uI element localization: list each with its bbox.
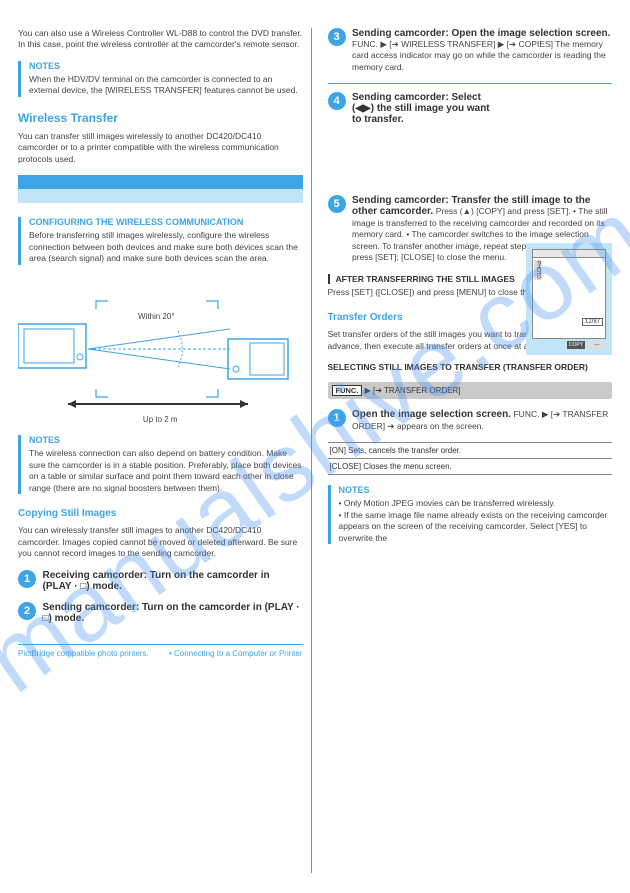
lcd-btn-close: — [588,341,606,349]
left-column: You can also use a Wireless Controller W… [18,28,311,873]
step-1r-circle: 1 [328,409,346,427]
note-1: NOTES When the HDV/DV terminal on the ca… [18,61,303,97]
step-3-title: Sending camcorder: Open the image select… [352,28,610,39]
func-text: ▶ [➔ TRANSFER ORDER] [365,386,461,395]
note-2-text: The wireless connection can also depend … [29,448,303,494]
config-block: CONFIGURING THE WIRELESS COMMUNICATION B… [18,217,303,264]
footer-left-a: PictBridge compatible photo printers. [18,649,149,658]
note-3: NOTES • Only Motion JPEG movies can be t… [328,485,613,544]
step-1-right: 1 Open the image selection screen. FUNC.… [328,409,613,432]
config-title: CONFIGURING THE WIRELESS COMMUNICATION [29,217,303,227]
lcd-preview: PHOTO 12/87 COPY — [526,243,612,355]
step-4-title: Sending camcorder: Select (◀▶) the still… [352,92,490,125]
heading-copying: Copying Still Images [18,508,303,519]
step-1-title: Receiving camcorder: Turn on the camcord… [43,570,270,592]
func-bar: FUNC. ▶ [➔ TRANSFER ORDER] [328,382,613,399]
note-3-text: • Only Motion JPEG movies can be transfe… [339,498,613,544]
note-1-title: NOTES [29,61,303,71]
selection-table: [ON] Sets, cancels the transfer order. [… [328,442,613,475]
step-2-title: Sending camcorder: Turn on the camcorder… [43,602,300,624]
body-wireless-transfer: You can transfer still images wirelessly… [18,131,303,165]
mode-camera-bar [18,175,303,189]
lcd-counter: 12/87 [582,318,603,326]
step-1r-title: Open the image selection screen. [352,409,511,420]
step-1-circle: 1 [18,570,36,588]
table-row-1: [ON] Sets, cancels the transfer order. [328,443,613,459]
note-3-title: NOTES [339,485,613,495]
footer-left-b: • Connecting to a Computer or Printer [169,649,303,658]
step-4-circle: 4 [328,92,346,110]
angle-label: Within 20° [138,312,175,321]
footer-left: PictBridge compatible photo printers. • … [18,645,303,658]
note-2: NOTES The wireless connection can also d… [18,435,303,494]
sel-title: SELECTING STILL IMAGES TO TRANSFER (TRAN… [328,362,613,372]
lcd-btn-copy: COPY [567,341,585,349]
body-copying: You can wirelessly transfer still images… [18,525,303,559]
step-3-desc: FUNC. ▶ [➔ WIRELESS TRANSFER] ▶ [➔ COPIE… [352,39,606,72]
divider [328,83,613,84]
heading-wireless-transfer: Wireless Transfer [18,111,303,125]
right-column: 3 Sending camcorder: Open the image sele… [311,28,613,873]
arrow-label: Up to 2 m [18,415,303,426]
ir-diagram: Within 20° [18,279,303,409]
step-3-circle: 3 [328,28,346,46]
note-2-title: NOTES [29,435,303,445]
step-1-left: 1 Receiving camcorder: Turn on the camco… [18,570,303,592]
step-3: 3 Sending camcorder: Open the image sele… [328,28,613,73]
page: You can also use a Wireless Controller W… [0,0,630,893]
note-1-text: When the HDV/DV terminal on the camcorde… [29,74,303,97]
config-text: Before transferring still images wireles… [29,230,303,264]
step-5-circle: 5 [328,195,346,213]
step-2-left: 2 Sending camcorder: Turn on the camcord… [18,602,303,624]
step-2-circle: 2 [18,602,36,620]
table-row-2: [CLOSE] Closes the menu screen. [328,459,613,475]
func-box: FUNC. [332,385,363,396]
step-4: 4 Sending camcorder: Select (◀▶) the sti… [328,92,498,125]
intro-text: You can also use a Wireless Controller W… [18,28,303,51]
lcd-side: PHOTO [534,260,542,280]
mode-play-bar [18,189,303,203]
mode-block [18,175,303,203]
